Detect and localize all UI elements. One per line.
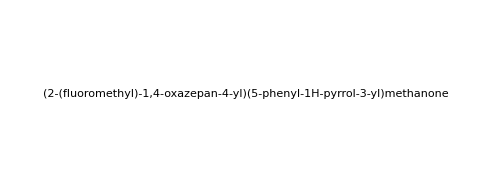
- Text: (2-(fluoromethyl)-1,4-oxazepan-4-yl)(5-phenyl-1H-pyrrol-3-yl)methanone: (2-(fluoromethyl)-1,4-oxazepan-4-yl)(5-p…: [43, 89, 448, 99]
